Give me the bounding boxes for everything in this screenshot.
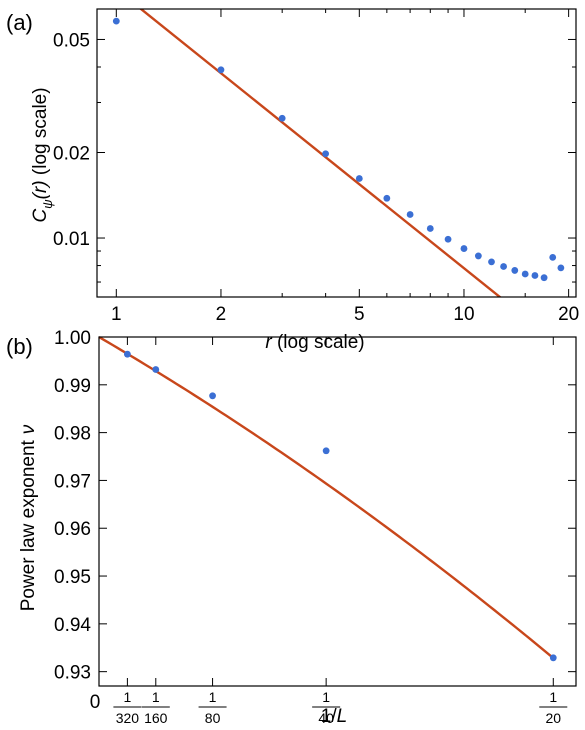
panel-a-data-point [406,211,414,218]
panel-b-ticks: 0 1 320 1 160 1 80 1 40 1 20 0.93 0.94 0.95 0.96 0.97 0.… [54,328,576,726]
panel-a-data-point [511,267,519,274]
panel-a-data-point [549,253,557,261]
panel-b-x-axis-label: 1/L [321,706,347,727]
panel-b-fit-curve-path [98,335,555,659]
panel-b-data-points [123,350,557,662]
panel-a-y-tick-label: 0.01 [53,229,90,250]
panel-b-data-point [123,350,131,358]
panel-a-x-var: r [265,332,272,353]
panel-a-y-var: C [30,209,51,223]
panel-b-y-tick-label: 0.98 [54,424,91,445]
panel-b-x-tick-denominator: 320 [116,710,140,726]
panel-a-y-axis-label: Cψ(r) (log scale) [30,87,55,222]
panel-a-x-tick-label: 2 [216,304,227,325]
panel-b-fit-curve [98,335,555,659]
panel-b-x-tick-denominator: 80 [205,710,221,726]
panel-b-y-tick-label: 0.93 [54,663,91,684]
panel-a-data-point [217,66,225,74]
panel-b-x-tick-denominator: 40 [318,710,334,726]
panel-a-data-point [474,252,482,260]
panel-a-data-point [521,270,529,278]
panel-b-data-point [209,392,216,400]
panel-b-x-tick-denominator: 160 [144,710,168,726]
panel-a-data-point [355,175,363,182]
panel-b-y-tick-label: 0.94 [54,615,91,636]
panel-a-fit-line-path [139,9,502,297]
panel-b-data-point [152,366,160,373]
panel-a-x-axis-label: r (log scale) [265,332,364,353]
panel-a-plot-frame [96,8,577,298]
panel-b-x-tick-numerator: 1 [152,689,160,705]
panel-b: (b) 0 1 320 1 160 1 80 1 40 1 20 0.93 0.94 0.95 0.96 0.… [6,328,577,727]
panel-a-x-tick-label: 20 [558,304,579,325]
panel-a-fit-line [139,9,502,297]
panel-a-x-tick-label: 1 [111,304,122,325]
panel-a-data-point [557,264,565,272]
panel-a: (a) 1 2 5 10 20 0.01 0.02 0.05 r (log scale) Cψ… [6,8,579,353]
panel-b-y-tick-label: 0.96 [54,519,91,540]
panel-a-y-tick-label: 0.02 [53,144,90,165]
panel-b-y-var: ν [18,424,39,434]
panel-b-x-tick-denominator: 20 [545,710,561,726]
panel-a-data-point [112,17,120,25]
panel-b-y-tick-label: 1.00 [54,328,91,349]
panel-b-label: (b) [6,334,33,359]
panel-a-y-tick-label: 0.05 [53,30,90,51]
panel-a-data-point [383,194,391,202]
panel-a-data-point [426,225,434,232]
panel-a-x-tick-label: 5 [354,304,365,325]
panel-b-x-tick-numerator: 1 [123,689,131,705]
panel-b-x-var: L [337,706,348,727]
panel-a-data-point [531,272,539,279]
panel-a-ticks: 1 2 5 10 20 0.01 0.02 0.05 [53,9,579,325]
panel-a-data-points [112,17,565,282]
panel-a-data-point [278,114,286,122]
panel-a-data-point [460,245,468,252]
panel-b-y-tick-label: 0.95 [54,567,91,588]
panel-b-x-origin-label: 0 [90,692,101,713]
panel-b-x-tick-numerator: 1 [322,689,330,705]
panel-b-plot-frame [98,336,577,687]
panel-b-data-point [549,654,557,662]
panel-a-data-point [322,150,330,158]
panel-a-data-point [540,274,548,282]
panel-b-x-tick-numerator: 1 [209,689,217,705]
panel-b-y-tick-label: 0.97 [54,471,91,492]
panel-b-data-point [322,447,330,455]
panel-a-y-suffix: (log scale) [30,87,51,180]
panel-b-x-tick-numerator: 1 [549,689,557,705]
panel-a-data-point [488,258,495,266]
panel-a-x-suffix: (log scale) [272,332,365,353]
panel-b-y-text: Power law exponent [18,439,39,611]
panel-a-label: (a) [6,10,33,35]
panel-a-y-arg: (r) [30,180,51,199]
panel-a-data-point [444,235,452,243]
panel-b-x-pre: 1/ [321,706,338,727]
panel-a-x-tick-label: 10 [453,304,474,325]
panel-a-y-sub: ψ [40,199,55,209]
panel-b-y-tick-label: 0.99 [54,376,91,397]
panel-b-y-axis-label: Power law exponent ν [18,424,39,611]
panel-a-data-point [500,263,507,270]
